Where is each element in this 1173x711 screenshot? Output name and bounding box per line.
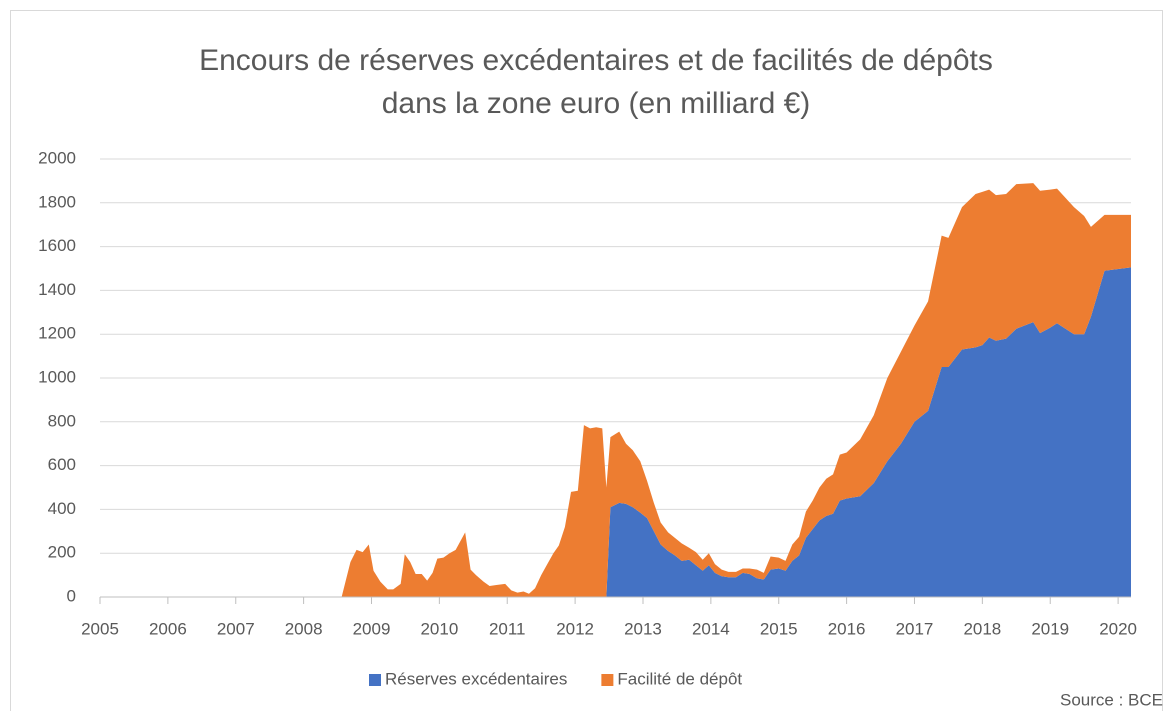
y-tick-label: 1400 (38, 280, 76, 299)
x-tick-label: 2013 (624, 619, 662, 638)
y-tick-label: 1200 (38, 324, 76, 343)
x-tick-label: 2018 (963, 619, 1001, 638)
y-tick-label: 0 (67, 586, 76, 605)
y-tick-label: 1000 (38, 367, 76, 386)
x-tick-label: 2020 (1099, 619, 1137, 638)
y-tick-label: 2000 (38, 148, 76, 167)
x-tick-label: 2009 (353, 619, 391, 638)
area (100, 267, 1131, 597)
x-tick-label: 2017 (896, 619, 934, 638)
x-tick-label: 2005 (81, 619, 119, 638)
area (100, 183, 1131, 597)
legend-swatch (601, 674, 614, 686)
x-tick-label: 2007 (217, 619, 255, 638)
x-tick-label: 2008 (285, 619, 323, 638)
x-tick-label: 2016 (828, 619, 866, 638)
y-tick-label: 600 (48, 455, 76, 474)
legend-label: Facilité de dépôt (617, 669, 742, 688)
y-tick-label: 400 (48, 499, 76, 518)
x-tick-label: 2006 (149, 619, 187, 638)
source-note: Source : BCE (1060, 690, 1163, 709)
x-tick-label: 2011 (489, 619, 526, 638)
y-tick-label: 200 (48, 543, 76, 562)
x-tick-label: 2019 (1031, 619, 1069, 638)
chart-title: dans la zone euro (en milliard €) (382, 87, 811, 120)
chart-title: Encours de réserves excédentaires et de … (199, 44, 993, 77)
y-tick-label: 800 (48, 411, 76, 430)
legend-label: Réserves excédentaires (385, 669, 567, 688)
y-tick-label: 1800 (38, 192, 76, 211)
x-tick-label: 2010 (420, 619, 458, 638)
x-tick-label: 2015 (760, 619, 798, 638)
y-tick-label: 1600 (38, 236, 76, 255)
legend-swatch (369, 674, 381, 686)
x-tick-label: 2014 (692, 619, 730, 638)
x-tick-label: 2012 (556, 619, 594, 638)
